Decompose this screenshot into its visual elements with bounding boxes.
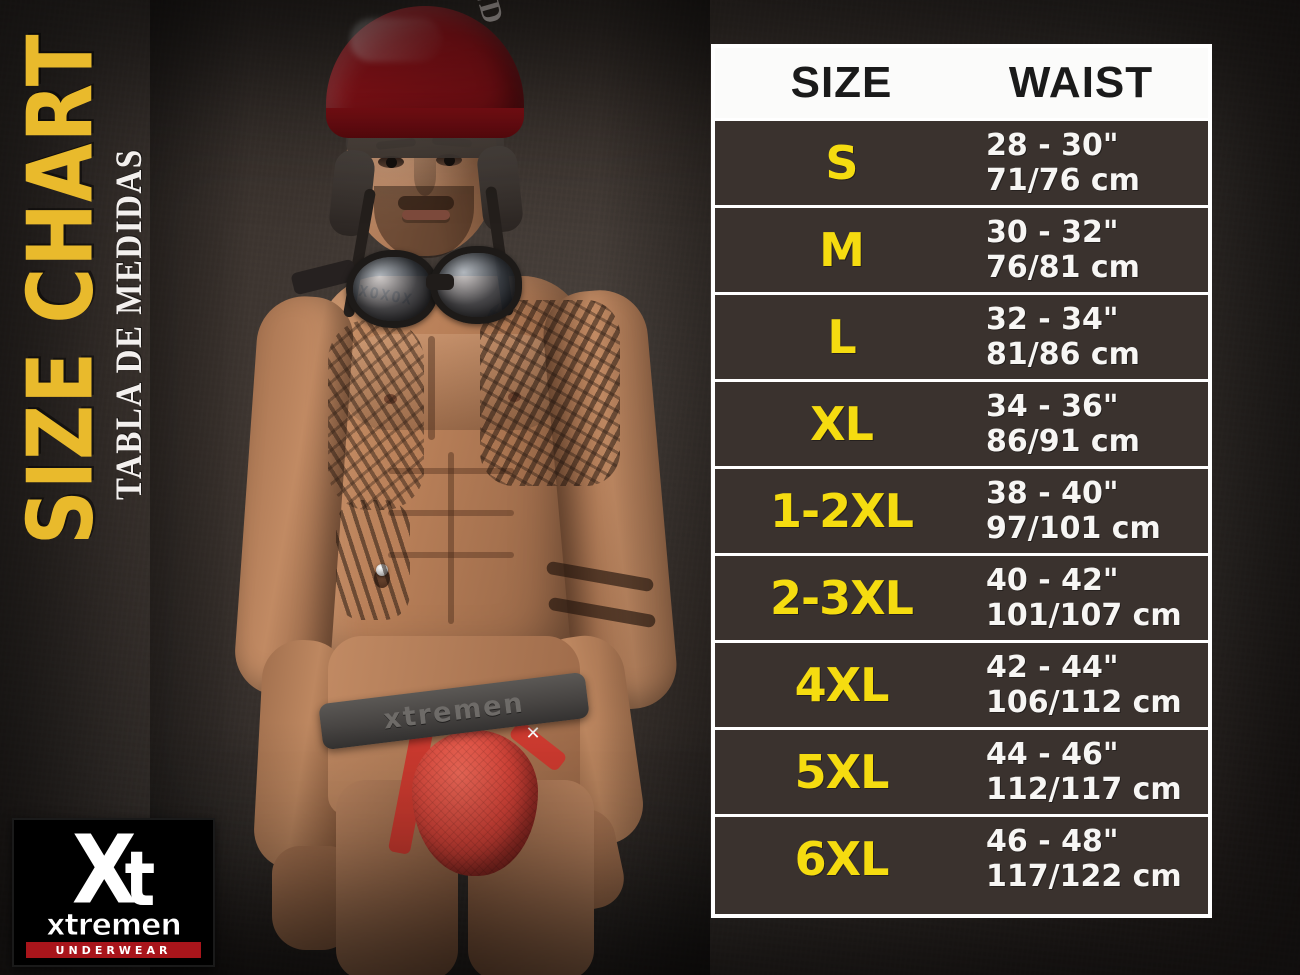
waist-inches: 44 - 46": [986, 736, 1119, 772]
cell-waist: 34 - 36" 86/91 cm: [968, 389, 1208, 460]
jockstrap-mesh-texture: [412, 730, 538, 876]
cell-waist: 40 - 42" 101/107 cm: [968, 563, 1208, 634]
cell-size: L: [827, 310, 856, 364]
cell-waist: 30 - 32" 76/81 cm: [968, 215, 1208, 286]
waist-inches: 34 - 36": [986, 388, 1119, 424]
table-body: S 28 - 30" 71/76 cm M 30 - 32" 76/81 cm L 32 - …: [715, 118, 1208, 901]
cell-size: 5XL: [794, 745, 890, 799]
cell-waist: 46 - 48" 117/122 cm: [968, 824, 1208, 895]
table-row: S 28 - 30" 71/76 cm: [715, 118, 1208, 205]
logo-monogram: X t: [14, 815, 213, 925]
cell-waist: 28 - 30" 71/76 cm: [968, 128, 1208, 199]
jockstrap-x-logo-icon: ✕: [525, 723, 541, 744]
table-row: 4XL 42 - 44" 106/112 cm: [715, 640, 1208, 727]
waist-inches: 30 - 32": [986, 214, 1119, 250]
cell-size: 4XL: [794, 658, 890, 712]
cell-size: 1-2XL: [770, 484, 914, 538]
table-row: 2-3XL 40 - 42" 101/107 cm: [715, 553, 1208, 640]
waist-centimeters: 81/86 cm: [986, 337, 1140, 372]
cell-size: M: [819, 223, 865, 277]
waist-centimeters: 86/91 cm: [986, 424, 1140, 459]
cell-waist: 32 - 34" 81/86 cm: [968, 302, 1208, 373]
cell-size: XL: [810, 397, 874, 451]
model-nipple-left: [384, 394, 397, 404]
table-row: 1-2XL 38 - 40" 97/101 cm: [715, 466, 1208, 553]
table-header-row: SIZE WAIST: [715, 48, 1208, 118]
table-row: L 32 - 34" 81/86 cm: [715, 292, 1208, 379]
model-nipple-right: [508, 392, 521, 402]
waist-centimeters: 97/101 cm: [986, 511, 1161, 546]
waist-inches: 38 - 40": [986, 475, 1119, 511]
logo-tagline: UNDERWEAR: [55, 943, 172, 957]
goggles: [290, 246, 522, 332]
logo-t-letter: t: [124, 836, 156, 924]
waist-inches: 40 - 42": [986, 562, 1119, 598]
waist-centimeters: 106/112 cm: [986, 685, 1182, 720]
cell-waist: 44 - 46" 112/117 cm: [968, 737, 1208, 808]
logo-tagline-bar: UNDERWEAR: [26, 942, 201, 958]
tattoo-arm: [336, 500, 410, 620]
waist-inches: 32 - 34": [986, 301, 1119, 337]
model-torso: [318, 276, 586, 676]
model-sternum-line: [428, 336, 435, 440]
cell-size: 2-3XL: [770, 571, 914, 625]
column-header-size: SIZE: [790, 58, 893, 107]
table-row: XL 34 - 36" 86/91 cm: [715, 379, 1208, 466]
waist-inches: 28 - 30": [986, 127, 1119, 163]
waist-centimeters: 76/81 cm: [986, 250, 1140, 285]
table-row: 6XL 46 - 48" 117/122 cm: [715, 814, 1208, 901]
cell-size: 6XL: [794, 832, 890, 886]
waist-centimeters: 71/76 cm: [986, 163, 1140, 198]
tattoo-shoulder: [328, 320, 424, 510]
waist-centimeters: 117/122 cm: [986, 859, 1182, 894]
tattoo-chest: [480, 300, 620, 486]
table-row: M 30 - 32" 76/81 cm: [715, 205, 1208, 292]
logo-x-letter: X: [71, 815, 137, 925]
goggles-lens-left: [346, 250, 438, 328]
helmet-rim: [326, 108, 524, 138]
table-row: 5XL 44 - 46" 112/117 cm: [715, 727, 1208, 814]
waist-centimeters: 112/117 cm: [986, 772, 1182, 807]
jockstrap-pouch: [412, 730, 538, 876]
waist-inches: 46 - 48": [986, 823, 1119, 859]
helmet-gloss: [350, 18, 442, 62]
cell-size: S: [825, 136, 858, 190]
brand-logo: X t xtremen UNDERWEAR: [12, 818, 215, 967]
waist-inches: 42 - 44": [986, 649, 1119, 685]
cell-waist: 42 - 44" 106/112 cm: [968, 650, 1208, 721]
page-subtitle: TABLA DE MEDIDAS: [109, 148, 151, 500]
cell-waist: 38 - 40" 97/101 cm: [968, 476, 1208, 547]
model-pectorals: [340, 334, 564, 430]
goggles-bridge: [426, 274, 454, 290]
page-title: SIZE CHART: [7, 33, 113, 545]
waist-centimeters: 101/107 cm: [986, 598, 1182, 633]
logo-wordmark: xtremen: [46, 908, 183, 943]
column-header-waist: WAIST: [1008, 58, 1154, 107]
title-block: SIZE CHART TABLA DE MEDIDAS: [0, 0, 185, 620]
model-abdominals: [388, 452, 514, 624]
size-chart-table: SIZE WAIST S 28 - 30" 71/76 cm M 30 - 32" 76/…: [711, 44, 1212, 918]
